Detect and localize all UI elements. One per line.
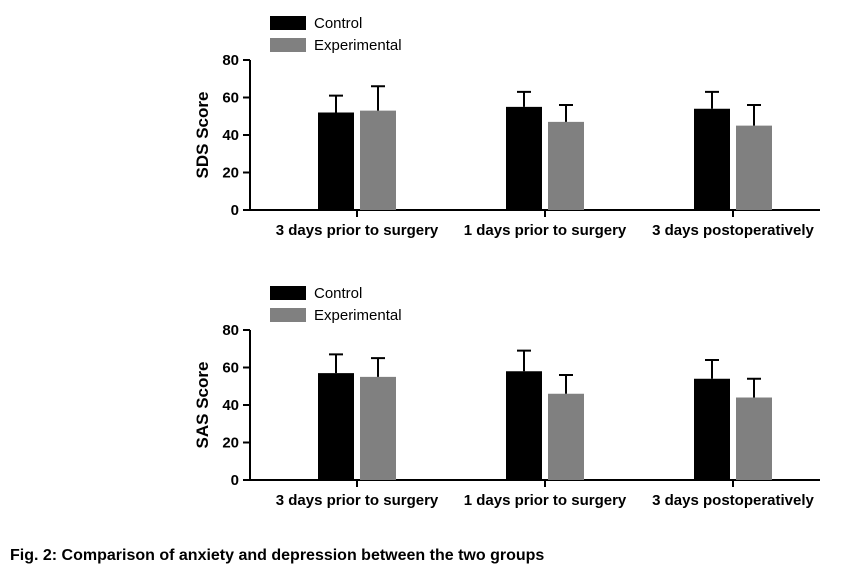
sds-legend-label-experimental: Experimental [314, 37, 402, 54]
sas-x-axis-category-1: 1 days prior to surgery [464, 492, 627, 509]
bar-sds-control-0 [318, 113, 354, 211]
svg-text:60: 60 [222, 90, 239, 107]
bar-sas-control-0 [318, 373, 354, 480]
bar-sds-control-2 [694, 109, 730, 210]
bar-sas-control-1 [506, 371, 542, 480]
bar-sas-experimental-2 [736, 398, 772, 481]
figure-caption: Fig. 2: Comparison of anxiety and depres… [10, 547, 544, 565]
sas-chart-panel: 0 20 40 60 80 SAS Score 3 days prior to surger… [190, 280, 830, 520]
sds-legend-label-control: Control [314, 15, 362, 32]
sas-legend-label-experimental: Experimental [314, 307, 402, 324]
sas-y-axis-label: SAS Score [193, 362, 212, 449]
sds-x-axis-category-1: 1 days prior to surgery [464, 222, 627, 239]
sas-chart-svg: 0 20 40 60 80 SAS Score 3 days prior to surger… [190, 280, 830, 520]
svg-text:40: 40 [222, 127, 239, 144]
sds-legend: Control Experimental [270, 15, 402, 54]
svg-text:20: 20 [222, 165, 239, 182]
sas-legend: Control Experimental [270, 285, 402, 324]
svg-text:40: 40 [222, 397, 239, 414]
sas-legend-label-control: Control [314, 285, 362, 302]
bar-sds-experimental-0 [360, 111, 396, 210]
svg-text:0: 0 [231, 202, 239, 219]
bar-sas-experimental-1 [548, 394, 584, 480]
bar-sds-control-1 [506, 107, 542, 210]
sas-x-axis-category-0: 3 days prior to surgery [276, 492, 439, 509]
figure-page: 0 20 40 60 80 SDS Score 3 days prior to surger… [0, 0, 859, 573]
bar-sas-experimental-0 [360, 377, 396, 480]
svg-text:60: 60 [222, 360, 239, 377]
sds-chart-panel: 0 20 40 60 80 SDS Score 3 days prior to surger… [190, 10, 830, 250]
bar-sds-experimental-1 [548, 122, 584, 210]
sds-x-axis-category-2: 3 days postoperatively [652, 222, 814, 239]
sas-x-axis-category-2: 3 days postoperatively [652, 492, 814, 509]
svg-text:20: 20 [222, 435, 239, 452]
bar-sas-control-2 [694, 379, 730, 480]
bar-sds-experimental-2 [736, 126, 772, 210]
sds-chart-svg: 0 20 40 60 80 SDS Score 3 days prior to surger… [190, 10, 830, 250]
svg-text:0: 0 [231, 472, 239, 489]
sds-y-axis-label: SDS Score [193, 92, 212, 179]
svg-text:80: 80 [222, 322, 239, 339]
sds-x-axis-category-0: 3 days prior to surgery [276, 222, 439, 239]
svg-text:80: 80 [222, 52, 239, 69]
